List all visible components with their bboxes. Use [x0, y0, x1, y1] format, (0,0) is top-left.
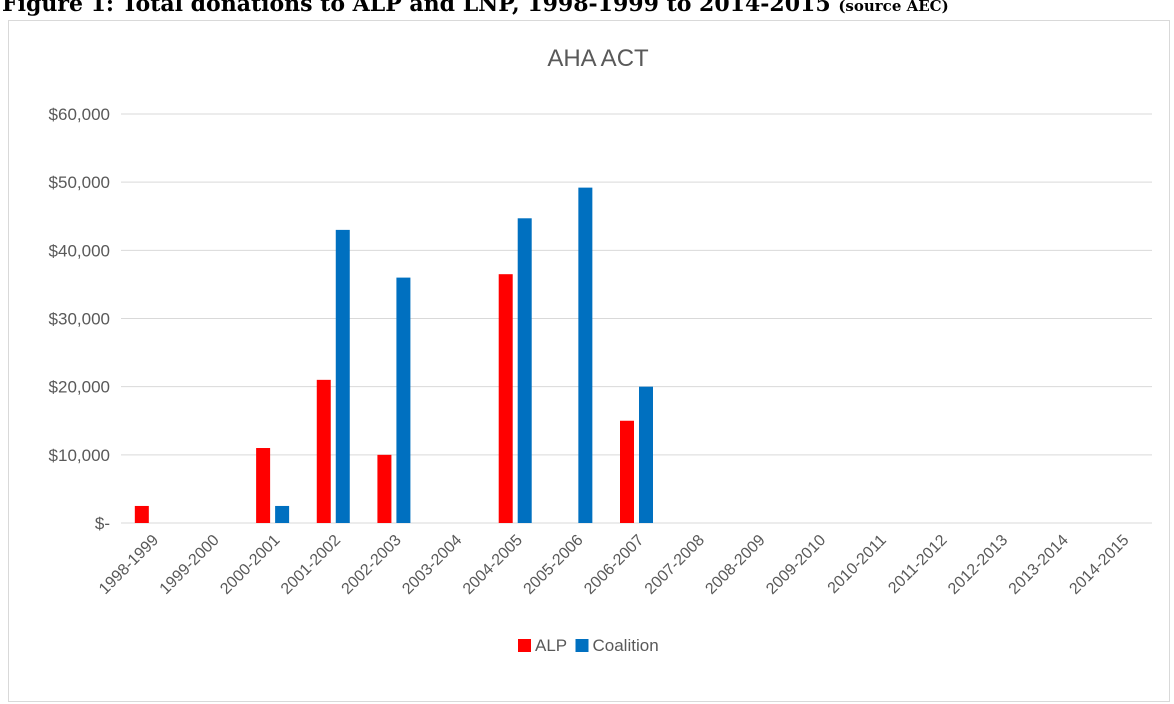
x-tick-label: 2011-2012 — [885, 532, 950, 597]
x-tick-label: 2007-2008 — [642, 532, 708, 598]
x-tick-label: 2014-2015 — [1066, 532, 1132, 598]
bar-coalition-2004-2005 — [517, 218, 532, 524]
legend-label-alp: ALP — [535, 636, 567, 655]
x-tick-label: 2008-2009 — [702, 532, 768, 598]
figure-caption: Figure 1: Total donations to ALP and LNP… — [2, 0, 1174, 18]
x-tick-label: 2002-2003 — [339, 532, 405, 598]
chart-title: AHA ACT — [547, 45, 649, 72]
bars — [134, 187, 653, 524]
y-tick-label: $- — [95, 514, 110, 533]
legend-label-coalition: Coalition — [593, 636, 659, 655]
x-tick-label: 2003-2004 — [399, 532, 465, 598]
bar-coalition-2000-2001 — [275, 505, 290, 523]
x-tick-label: 2001-2002 — [278, 532, 344, 598]
bar-alp-1998-1999 — [134, 505, 149, 523]
gridlines — [121, 113, 1152, 524]
bar-alp-2004-2005 — [498, 274, 513, 523]
x-tick-label: 2004-2005 — [460, 532, 526, 598]
x-tick-label: 2010-2011 — [825, 532, 890, 597]
x-tick-label: 2006-2007 — [581, 532, 647, 598]
x-tick-label: 1999-2000 — [157, 532, 223, 598]
bar-coalition-2006-2007 — [639, 386, 653, 523]
y-tick-label: $10,000 — [49, 446, 110, 465]
bar-alp-2000-2001 — [256, 448, 271, 523]
legend-swatch-coalition — [575, 639, 589, 652]
x-tick-label: 2013-2014 — [1006, 532, 1072, 598]
bar-coalition-2005-2006 — [578, 187, 593, 523]
y-tick-label: $30,000 — [49, 310, 110, 329]
x-tick-label: 2009-2010 — [763, 532, 829, 598]
figure-caption-main: Figure 1: Total donations to ALP and LNP… — [2, 0, 831, 17]
legend: ALP Coalition — [518, 636, 659, 655]
bar-coalition-2002-2003 — [396, 277, 411, 523]
y-tick-label: $40,000 — [49, 241, 110, 260]
x-tick-label: 2000-2001 — [217, 532, 283, 598]
bar-coalition-2001-2002 — [335, 229, 350, 523]
bar-alp-2006-2007 — [620, 420, 634, 523]
figure-caption-source: (source AEC) — [838, 0, 949, 15]
y-tick-label: $60,000 — [49, 105, 110, 124]
y-tick-label: $50,000 — [49, 173, 110, 192]
x-tick-label: 2012-2013 — [945, 532, 1011, 598]
y-axis-tick-labels: $- $10,000 $20,000 $30,000 $40,000 $50,000 $60… — [49, 105, 110, 533]
bar-alp-2002-2003 — [377, 454, 392, 523]
x-axis-tick-labels: 1998-19991999-20002000-20012001-20022002… — [96, 532, 1133, 598]
legend-swatch-alp — [518, 639, 531, 652]
y-tick-label: $20,000 — [49, 378, 110, 397]
x-tick-label: 1998-1999 — [96, 532, 162, 598]
bar-alp-2001-2002 — [316, 379, 331, 523]
x-tick-label: 2005-2006 — [521, 532, 587, 598]
